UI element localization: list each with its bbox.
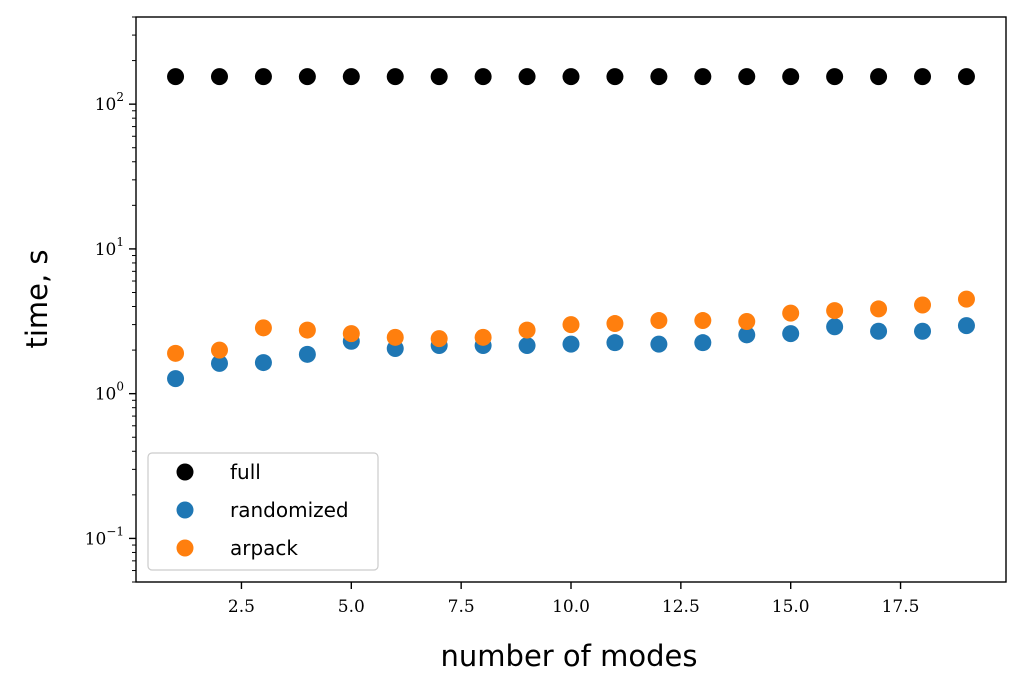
data-point-full — [826, 68, 844, 86]
data-point-randomized — [210, 354, 228, 372]
data-point-arpack — [606, 315, 624, 333]
data-point-arpack — [870, 300, 888, 318]
x-tick-label: 2.5 — [228, 597, 255, 617]
legend-label-arpack: arpack — [230, 536, 298, 560]
data-point-arpack — [167, 344, 185, 362]
data-point-full — [562, 68, 580, 86]
data-point-full — [386, 68, 404, 86]
data-point-full — [210, 68, 228, 86]
data-point-arpack — [518, 321, 536, 339]
x-tick-label: 5.0 — [338, 597, 365, 617]
data-point-randomized — [298, 345, 316, 363]
data-point-full — [650, 68, 668, 86]
legend-frame — [147, 452, 379, 571]
data-point-randomized — [606, 334, 624, 352]
x-tick-label: 7.5 — [448, 597, 475, 617]
y-tick-label: 102 — [95, 90, 124, 115]
data-point-full — [254, 68, 272, 86]
x-tick-label: 15.0 — [772, 597, 810, 617]
data-point-full — [474, 68, 492, 86]
data-point-randomized — [562, 335, 580, 353]
y-tick-label: 100 — [95, 380, 124, 405]
data-point-randomized — [957, 317, 975, 335]
data-point-arpack — [298, 321, 316, 339]
data-point-randomized — [870, 322, 888, 340]
data-point-full — [738, 68, 756, 86]
data-point-arpack — [342, 325, 360, 343]
data-point-full — [430, 68, 448, 86]
data-point-arpack — [914, 296, 932, 314]
legend-label-full: full — [230, 460, 261, 484]
legend-marker-full — [176, 463, 194, 481]
legend-marker-randomized — [176, 501, 194, 519]
data-point-randomized — [167, 370, 185, 388]
data-point-full — [957, 68, 975, 86]
data-point-arpack — [386, 328, 404, 346]
data-point-full — [518, 68, 536, 86]
data-point-arpack — [826, 302, 844, 320]
data-point-full — [694, 68, 712, 86]
series-arpack — [167, 290, 975, 362]
data-point-arpack — [210, 341, 228, 359]
data-point-randomized — [694, 334, 712, 352]
y-tick-label: 10−1 — [85, 524, 124, 549]
data-point-randomized — [826, 318, 844, 336]
data-point-arpack — [474, 328, 492, 346]
legend-label-randomized: randomized — [230, 498, 349, 522]
y-tick-label: 101 — [95, 235, 124, 260]
data-point-randomized — [650, 335, 668, 353]
data-point-full — [914, 68, 932, 86]
data-point-arpack — [650, 312, 668, 330]
data-point-randomized — [738, 326, 756, 344]
legend: full randomized arpack — [147, 452, 379, 571]
x-tick-label: 17.5 — [882, 597, 920, 617]
axes-frame — [135, 16, 1007, 583]
data-point-arpack — [957, 290, 975, 308]
data-point-full — [167, 68, 185, 86]
data-point-full — [606, 68, 624, 86]
legend-marker-arpack — [176, 539, 194, 557]
x-tick-label: 10.0 — [552, 597, 590, 617]
data-point-randomized — [518, 337, 536, 355]
y-axis-label: time, s — [20, 249, 54, 348]
data-point-arpack — [562, 316, 580, 334]
x-tick-label: 12.5 — [662, 597, 700, 617]
data-point-randomized — [914, 322, 932, 340]
plot-area: 2.5 5.0 7.5 10.0 12.5 15.0 17.5 102 101 100 10−1 — [85, 16, 1007, 617]
data-point-full — [870, 68, 888, 86]
series-full — [167, 68, 975, 86]
data-point-full — [782, 68, 800, 86]
data-point-arpack — [430, 330, 448, 348]
data-point-full — [342, 68, 360, 86]
data-point-arpack — [738, 313, 756, 331]
data-point-arpack — [694, 312, 712, 330]
data-point-randomized — [782, 325, 800, 343]
x-axis-label: number of modes — [441, 639, 698, 673]
data-point-arpack — [254, 319, 272, 337]
data-point-full — [298, 68, 316, 86]
data-point-arpack — [782, 304, 800, 322]
data-point-randomized — [254, 354, 272, 372]
